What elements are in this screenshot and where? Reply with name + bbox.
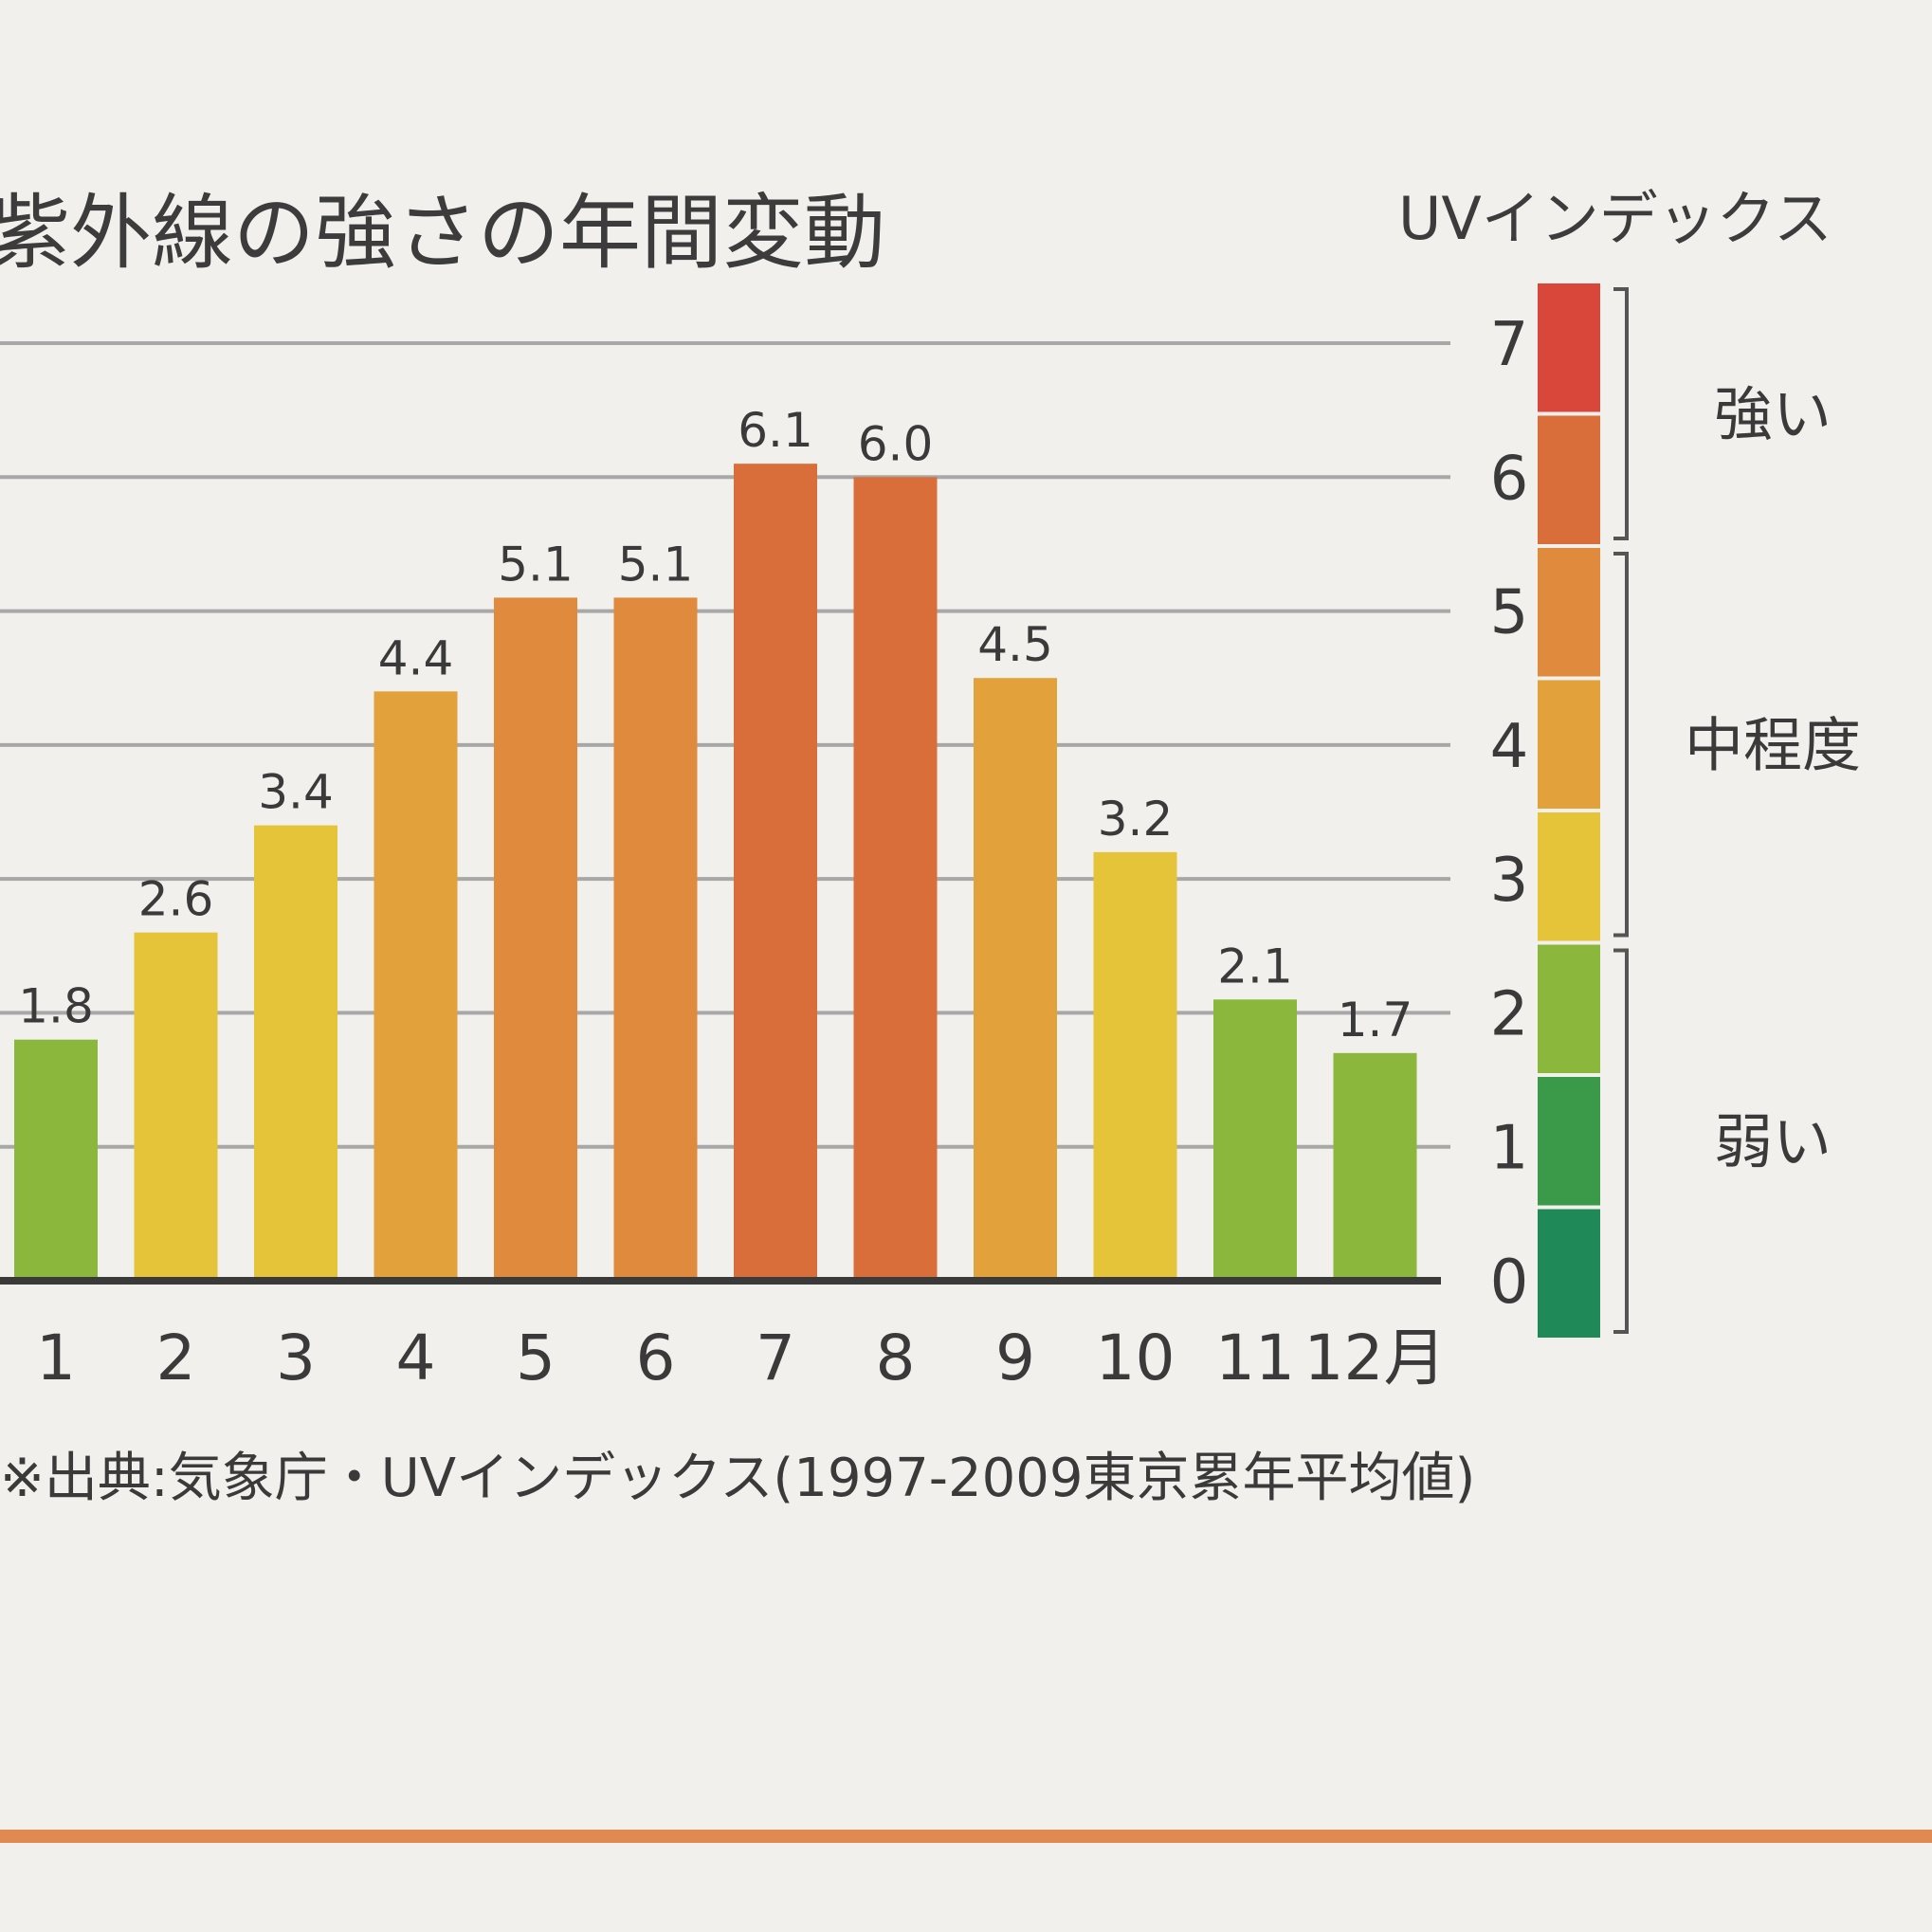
- uv-scale-segment: [1538, 1077, 1600, 1206]
- uv-scale-segment: [1538, 812, 1600, 941]
- value-label: 5.1: [498, 537, 574, 592]
- y-tick-label: 4: [1490, 712, 1529, 782]
- bar: [134, 932, 218, 1281]
- x-tick-label: 12月: [1304, 1321, 1447, 1394]
- bar: [974, 678, 1057, 1281]
- x-tick-label: 7: [756, 1321, 795, 1394]
- uv-band-label: 中程度: [1685, 710, 1861, 779]
- uv-band-bracket: [1613, 287, 1629, 540]
- bar: [734, 464, 817, 1282]
- y-tick-label: 1: [1490, 1114, 1529, 1184]
- value-label: 2.1: [1217, 939, 1293, 993]
- x-tick-label: 9: [995, 1321, 1035, 1394]
- x-tick-label: 5: [516, 1321, 556, 1394]
- value-label: 5.1: [618, 537, 694, 592]
- x-tick-label: 1: [36, 1321, 76, 1394]
- bar: [494, 597, 577, 1281]
- uv-band-bracket: [1613, 948, 1629, 1334]
- y-tick-label: 0: [1490, 1248, 1529, 1318]
- value-label: 6.0: [858, 416, 934, 471]
- value-label: 6.1: [738, 403, 813, 458]
- source-note: ※出典:気象庁・UVインデックス(1997-2009東京累年平均値): [0, 1448, 1475, 1509]
- bar: [1333, 1052, 1417, 1281]
- bar: [374, 691, 458, 1281]
- x-tick-label: 11: [1215, 1321, 1295, 1394]
- grid-lines: [0, 341, 1450, 1149]
- value-label: 4.5: [977, 617, 1053, 672]
- uv-scale-segment: [1538, 415, 1600, 544]
- value-label: 3.2: [1098, 792, 1174, 847]
- uv-scale-segment: [1538, 944, 1600, 1073]
- uv-band-label: 強い: [1714, 380, 1832, 449]
- y-tick-labels: 0 1 2 3 4 5 6 7: [1490, 310, 1529, 1318]
- bar: [254, 825, 337, 1281]
- uv-scale-segment: [1538, 680, 1600, 809]
- x-tick-labels: 1 2 3 4 5 6 7 8 9 10 11 12月: [36, 1321, 1446, 1394]
- x-tick-label: 10: [1096, 1321, 1176, 1394]
- bar: [613, 597, 698, 1281]
- bar: [1213, 999, 1297, 1281]
- uv-band-bracket: [1613, 552, 1629, 938]
- value-labels: 1.8 2.6 3.4 4.4 5.1 5.1 6.1 6.0 4.5 3.2 2.1 1.7: [18, 403, 1413, 1048]
- uv-scale-title: UVインデックス: [1398, 184, 1832, 253]
- bar: [1093, 851, 1177, 1281]
- value-label: 1.8: [18, 979, 94, 1034]
- uv-color-scale: [1538, 283, 1600, 1338]
- value-label: 4.4: [378, 630, 454, 685]
- x-tick-label: 8: [876, 1321, 916, 1394]
- y-tick-label: 6: [1490, 444, 1529, 514]
- chart-title: 紫外線の強さの年間変動: [0, 186, 885, 281]
- y-tick-label: 3: [1490, 846, 1529, 916]
- value-label: 3.4: [258, 765, 334, 820]
- uv-scale-segment: [1538, 283, 1600, 412]
- footer-divider: [0, 1830, 1932, 1843]
- x-tick-label: 2: [156, 1321, 196, 1394]
- x-tick-label: 6: [636, 1321, 676, 1394]
- bar: [853, 477, 938, 1281]
- y-tick-label: 7: [1490, 310, 1529, 380]
- uv-scale-segment: [1538, 548, 1600, 677]
- bars: [14, 464, 1417, 1282]
- value-label: 2.6: [138, 872, 214, 927]
- value-label: 1.7: [1338, 993, 1413, 1048]
- bar: [14, 1039, 98, 1281]
- uv-scale-segment: [1538, 1209, 1600, 1338]
- x-tick-label: 4: [396, 1321, 436, 1394]
- y-tick-label: 2: [1490, 979, 1529, 1049]
- x-tick-label: 3: [276, 1321, 316, 1394]
- y-tick-label: 5: [1490, 578, 1529, 648]
- uv-band-label: 弱い: [1714, 1107, 1832, 1176]
